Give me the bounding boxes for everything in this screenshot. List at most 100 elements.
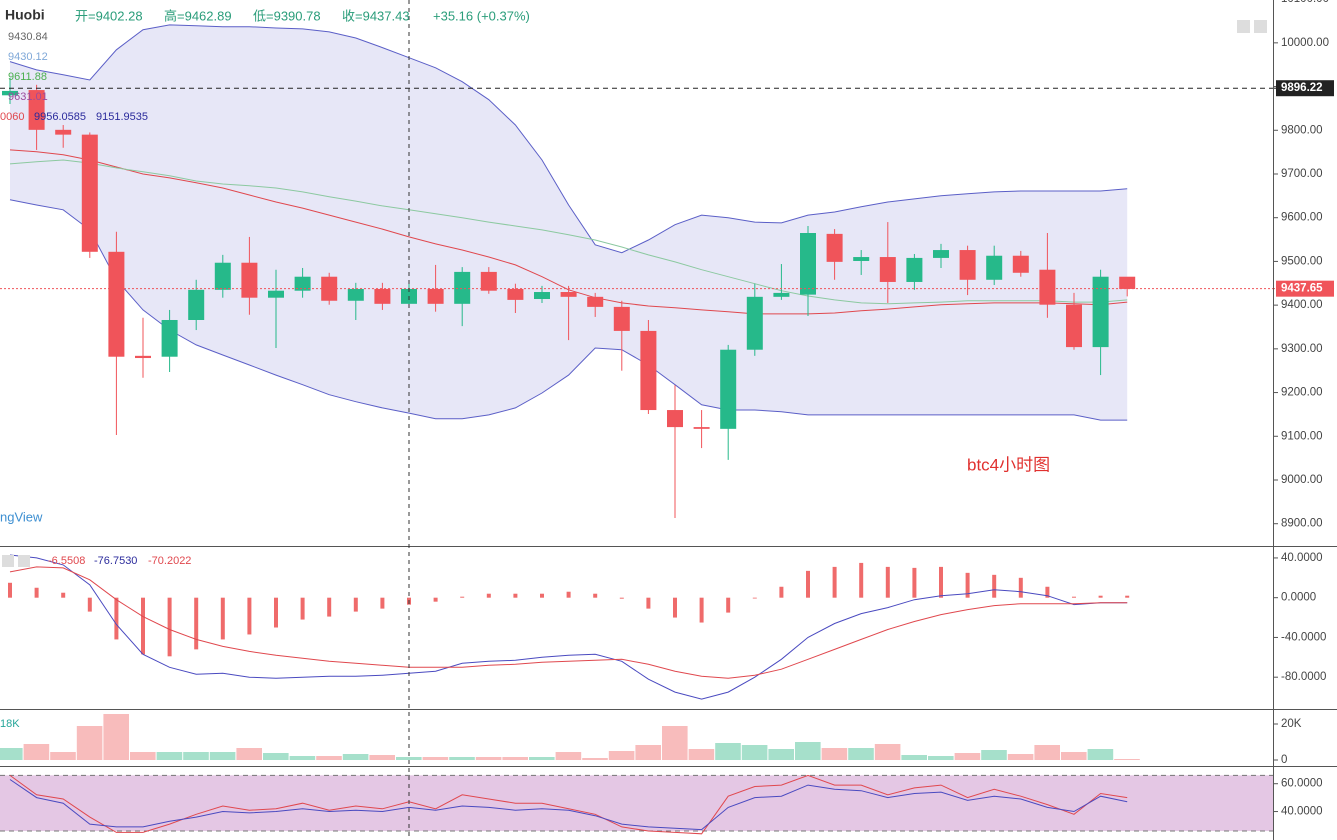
volume-bar xyxy=(1087,748,1114,760)
volume-bar xyxy=(768,748,794,760)
volume-bar xyxy=(316,756,342,760)
volume-bar xyxy=(396,756,422,760)
volume-bar xyxy=(715,743,741,760)
volume-bar xyxy=(183,752,209,760)
volume-bar xyxy=(289,756,316,760)
y-tick-label: 9300.00 xyxy=(1281,343,1323,355)
candle-body xyxy=(746,296,763,350)
y-tick-label: 8900.00 xyxy=(1281,518,1323,530)
price-axis: 60.0000 40.0000 xyxy=(1273,778,1323,818)
candle-body xyxy=(933,250,949,258)
y-tick-label: 9800.00 xyxy=(1281,124,1323,136)
y-tick-label: 9000.00 xyxy=(1281,474,1323,486)
y-tick-label: 40.0000 xyxy=(1281,552,1323,564)
candle-body xyxy=(853,257,870,261)
volume-bar xyxy=(662,725,688,760)
macd-bar xyxy=(114,597,119,640)
y-tick-label: 9200.00 xyxy=(1281,387,1323,399)
macd-bar xyxy=(141,597,145,655)
volume-bar xyxy=(928,756,954,760)
oscillator-line xyxy=(9,774,1128,835)
macd-bar xyxy=(327,597,332,617)
volume-bar xyxy=(130,752,156,760)
volume-label: 18K xyxy=(0,718,20,730)
volume-bar xyxy=(741,745,768,760)
macd-bar xyxy=(752,597,757,599)
macd-value: -76.7530 xyxy=(94,555,137,567)
volume-bar xyxy=(76,725,103,760)
toolbar-button[interactable] xyxy=(1237,20,1250,33)
volume-bar xyxy=(263,752,289,760)
macd-bar xyxy=(194,597,199,650)
y-tick-label: 9600.00 xyxy=(1281,212,1323,224)
volume-bar xyxy=(236,747,262,760)
candle-body xyxy=(959,250,976,280)
candle-body xyxy=(214,262,231,290)
annotation: btc4小时图 xyxy=(967,455,1050,474)
candle-body xyxy=(640,330,657,411)
candle-body xyxy=(1066,304,1082,348)
macd-bar xyxy=(220,597,225,640)
candle-body xyxy=(773,292,790,297)
y-tick-label: 10000.00 xyxy=(1281,37,1329,49)
indicator-value: 9430.12 xyxy=(8,51,48,63)
volume-bar xyxy=(1007,754,1034,760)
change: +35.16 (+0.37%) xyxy=(433,8,530,23)
ohlc-high: 高=9462.89 xyxy=(164,8,232,23)
macd-bar xyxy=(87,597,92,612)
macd-value: -70.2022 xyxy=(148,555,191,567)
candle-body xyxy=(241,262,258,298)
band-value: 0060 xyxy=(0,111,24,123)
volume-bar xyxy=(555,752,582,760)
toolbar-button[interactable] xyxy=(18,555,30,567)
volume-bar xyxy=(981,749,1007,760)
macd-line xyxy=(9,566,1128,679)
volume-bar xyxy=(449,756,475,760)
volume-bar xyxy=(422,756,449,760)
volume-bar xyxy=(502,756,528,760)
band-fill xyxy=(10,24,1128,421)
candle-body xyxy=(135,355,151,359)
panel xyxy=(0,24,1273,519)
price-label-box xyxy=(1276,280,1334,297)
macd-line xyxy=(9,554,1128,700)
toolbar-button[interactable] xyxy=(2,555,14,567)
ohlc-close: 收=9437.43 xyxy=(342,8,410,23)
volume-bar xyxy=(209,752,236,760)
macd-bar xyxy=(699,597,704,623)
oscillator-band xyxy=(0,775,1273,832)
symbol[interactable]: Huobi xyxy=(5,7,45,23)
volume-bar xyxy=(635,745,661,760)
macd-bar xyxy=(619,597,624,599)
candle-body xyxy=(188,289,205,320)
macd-bar xyxy=(832,566,837,598)
volume-bar xyxy=(795,741,821,760)
candle-body xyxy=(693,427,710,429)
y-tick-label: 0 xyxy=(1281,754,1287,766)
watermark: ngView xyxy=(0,509,43,524)
volume-bar xyxy=(0,747,23,760)
candle-body xyxy=(454,271,471,304)
macd-bar xyxy=(61,592,66,598)
volume-bar xyxy=(23,743,50,760)
candle-body xyxy=(1092,276,1109,348)
candle-body xyxy=(879,257,896,282)
candle-body xyxy=(906,257,923,282)
macd-bar xyxy=(1018,577,1023,598)
candle-body xyxy=(1119,276,1136,289)
candle-body xyxy=(534,292,550,300)
macd-bar xyxy=(992,574,997,598)
band-value: 9956.0585 xyxy=(34,111,86,123)
ohlc-low: 低=9390.78 xyxy=(253,8,321,23)
volume-bar xyxy=(475,756,502,760)
panel xyxy=(0,713,1140,760)
toolbar-button[interactable] xyxy=(1254,20,1267,33)
macd-bar xyxy=(1045,586,1050,598)
macd-bar xyxy=(460,596,465,598)
candle-body xyxy=(28,90,45,130)
candle-body xyxy=(161,319,178,357)
macd-bar xyxy=(274,597,278,628)
y-tick-label: 9100.00 xyxy=(1281,430,1323,442)
macd-bar xyxy=(859,562,864,598)
